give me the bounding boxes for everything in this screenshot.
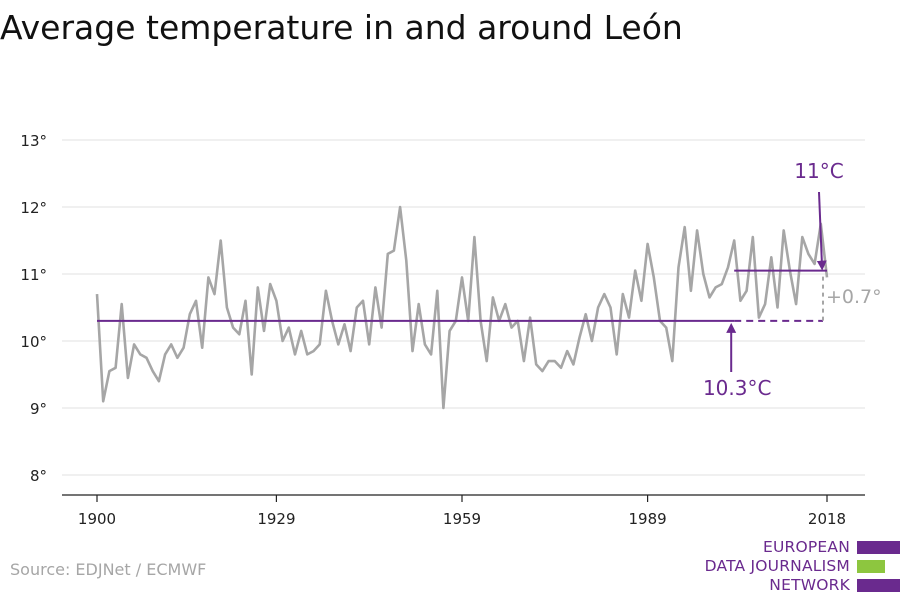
y-tick-label-11: 11° xyxy=(20,266,47,284)
x-tick-label-1989: 1989 xyxy=(628,510,666,528)
temperature-series xyxy=(95,205,829,410)
y-tick-label-10: 10° xyxy=(20,333,47,351)
grid-lines xyxy=(62,139,865,476)
y-tick-label-12: 12° xyxy=(20,199,47,217)
source-note: Source: EDJNet / ECMWF xyxy=(10,560,207,579)
logo-text: EUROPEAN DATA JOURNALISM NETWORK xyxy=(705,538,850,595)
temperature-line xyxy=(95,205,829,410)
early-average-label: 10.3°C xyxy=(703,376,772,400)
y-tick-label-8: 8° xyxy=(30,467,47,485)
reference-lines xyxy=(97,269,827,322)
x-tick-label-1900: 1900 xyxy=(78,510,116,528)
logo-line-1: EUROPEAN xyxy=(762,538,850,556)
x-tick-label-1929: 1929 xyxy=(257,510,295,528)
difference-label: +0.7° xyxy=(826,286,882,308)
recent-average-arrow xyxy=(816,191,827,271)
y-axis-ticks: 8° 9° 10° 11° 12° 13° xyxy=(20,132,47,485)
x-axis-ticks: 1900 1929 1959 1989 2018 xyxy=(78,495,846,528)
edjnet-logo[interactable]: EUROPEAN DATA JOURNALISM NETWORK xyxy=(700,538,900,594)
logo-bar-2 xyxy=(857,560,885,573)
y-tick-label-9: 9° xyxy=(30,400,47,418)
x-tick-label-1959: 1959 xyxy=(443,510,481,528)
recent-average-label: 11°C xyxy=(794,159,843,183)
chart-title: Average temperature in and around León xyxy=(0,8,683,47)
y-tick-label-13: 13° xyxy=(20,132,47,150)
logo-bar-1 xyxy=(857,541,900,554)
annotations: +0.7° 10.3°C 11°C xyxy=(703,159,882,400)
logo-bar-3 xyxy=(857,579,900,592)
logo-line-2: DATA JOURNALISM xyxy=(704,557,850,575)
logo-line-3: NETWORK xyxy=(769,576,850,594)
x-tick-label-2018: 2018 xyxy=(808,510,846,528)
